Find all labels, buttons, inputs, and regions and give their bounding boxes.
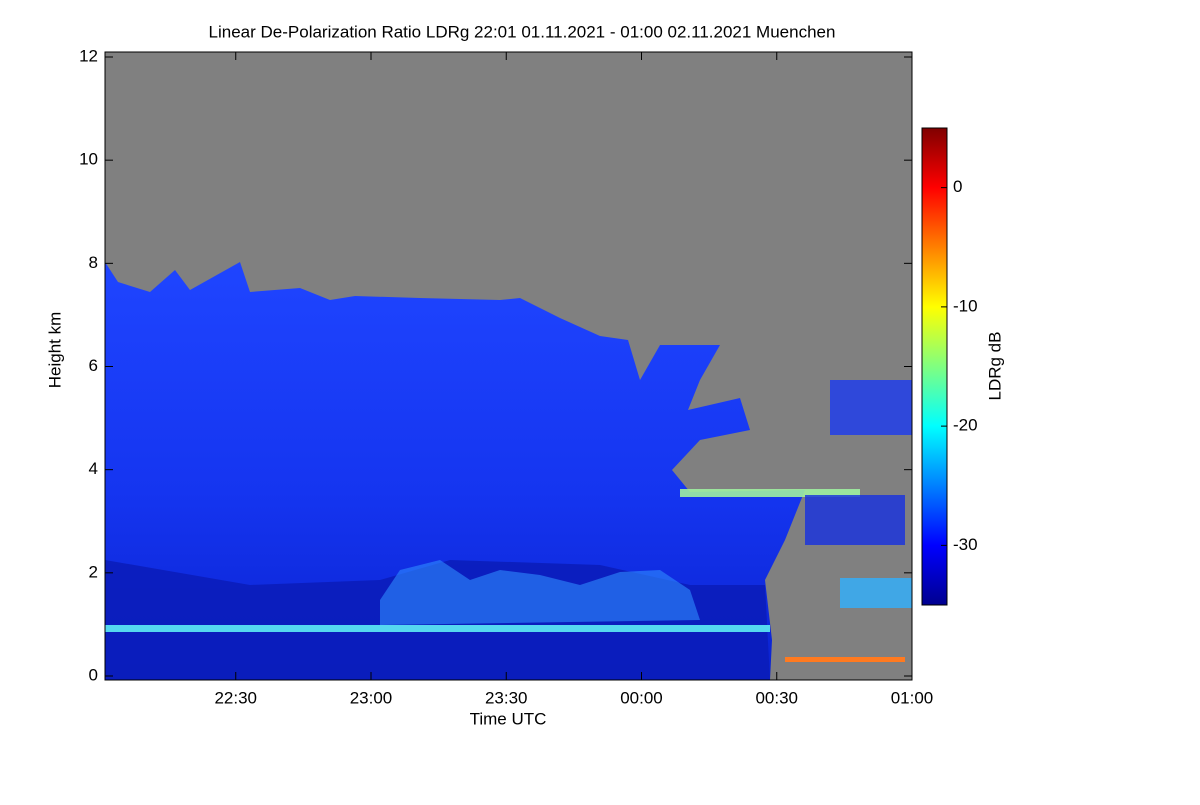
x-tick-label: 00:30 [755,688,798,707]
low-layer [785,657,905,662]
cloud-layer [680,489,860,497]
y-tick-label: 12 [79,46,98,65]
colorbar-tick-label: 0 [953,177,962,196]
mid-patch [805,495,905,545]
x-tick-label: 22:30 [214,688,257,707]
boundary-layer-line [105,625,770,632]
x-tick-label: 01:00 [891,688,934,707]
y-tick-label: 10 [79,150,98,169]
high-patch [830,380,912,435]
colorbar-tick-label: -30 [953,535,978,554]
colorbar-tick-label: -10 [953,296,978,315]
low-patch [840,578,912,608]
aerosol-plumes [380,560,700,625]
y-tick-label: 6 [89,356,98,375]
x-tick-label: 00:00 [620,688,663,707]
y-tick-label: 2 [89,562,98,581]
chart-title: Linear De-Polarization Ratio LDRg 22:01 … [209,22,836,41]
y-tick-label: 4 [89,459,98,478]
x-tick-label: 23:00 [350,688,393,707]
y-axis-label: Height km [45,312,64,389]
y-tick-label: 8 [89,253,98,272]
x-tick-label: 23:30 [485,688,528,707]
colorbar-tick-label: -20 [953,416,978,435]
colorbar [921,127,948,606]
y-tick-label: 0 [89,665,98,684]
heatmap-field [105,52,912,680]
colorbar-label: LDRg dB [985,332,1004,401]
x-axis-label: Time UTC [470,709,547,728]
